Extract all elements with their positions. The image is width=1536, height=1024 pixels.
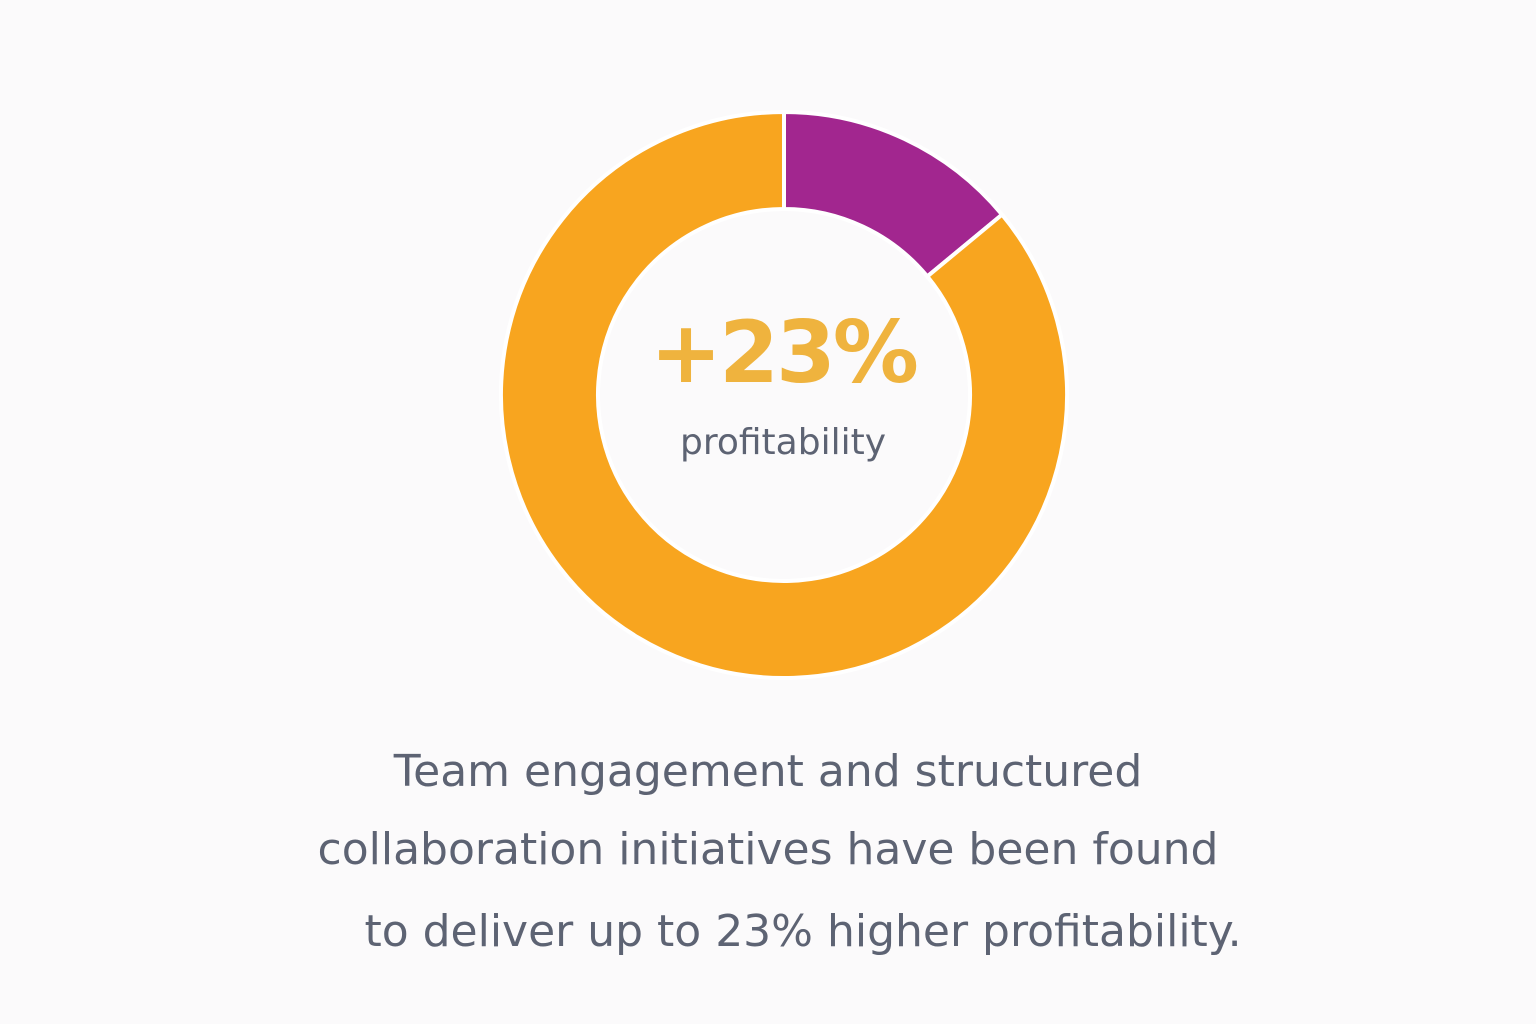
caption-line-2: collaboration initiatives have been foun… xyxy=(317,824,1219,875)
caption-line-1: Team engagement and structured xyxy=(393,746,1143,797)
caption-line-3: to deliver up to 23% higher profitabilit… xyxy=(364,906,1242,957)
center-value: +23% xyxy=(650,303,919,403)
donut-slice-2 xyxy=(499,109,1070,680)
center-label: profitability xyxy=(679,422,886,463)
